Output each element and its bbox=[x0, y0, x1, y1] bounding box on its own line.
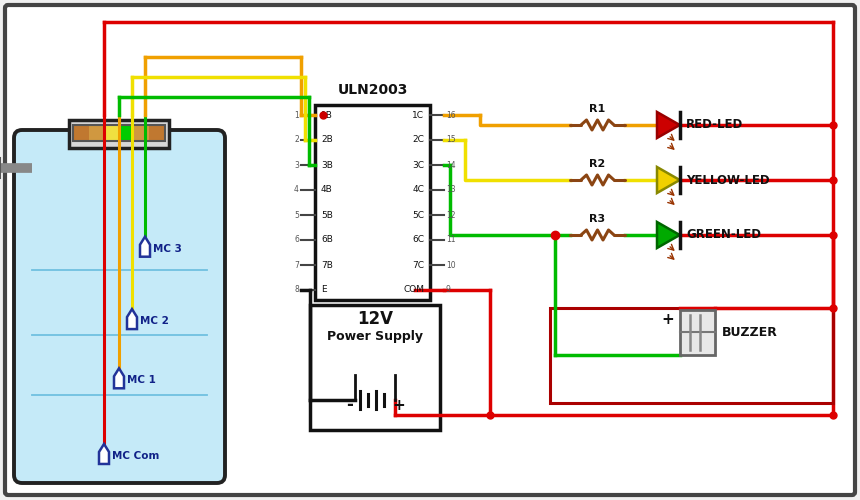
Polygon shape bbox=[140, 236, 150, 256]
Text: 13: 13 bbox=[446, 186, 456, 194]
Text: -: - bbox=[347, 396, 353, 414]
Text: 12V: 12V bbox=[357, 310, 393, 328]
Text: 3B: 3B bbox=[321, 160, 333, 170]
Text: 1: 1 bbox=[294, 110, 299, 120]
Text: 4: 4 bbox=[294, 186, 299, 194]
Text: 1B: 1B bbox=[321, 110, 333, 120]
Bar bbox=[315, 105, 430, 300]
Text: GREEN-LED: GREEN-LED bbox=[686, 228, 761, 241]
Text: 6C: 6C bbox=[412, 236, 424, 244]
Text: RED-LED: RED-LED bbox=[686, 118, 743, 132]
Text: E: E bbox=[321, 286, 327, 294]
Text: 7: 7 bbox=[294, 260, 299, 270]
Text: +: + bbox=[393, 398, 405, 412]
Bar bbox=[74, 126, 90, 140]
Text: 7B: 7B bbox=[321, 260, 333, 270]
Text: 4B: 4B bbox=[321, 186, 333, 194]
Bar bbox=[69, 120, 169, 148]
Bar bbox=[119, 126, 135, 140]
Text: ULN2003: ULN2003 bbox=[337, 83, 408, 97]
Text: 8: 8 bbox=[294, 286, 299, 294]
Bar bbox=[89, 126, 105, 140]
FancyBboxPatch shape bbox=[14, 130, 225, 483]
Polygon shape bbox=[657, 112, 679, 138]
Text: 14: 14 bbox=[446, 160, 456, 170]
Text: 10: 10 bbox=[446, 260, 456, 270]
Polygon shape bbox=[127, 309, 137, 329]
Text: 1C: 1C bbox=[412, 110, 424, 120]
Text: 5: 5 bbox=[294, 210, 299, 220]
Polygon shape bbox=[657, 222, 679, 248]
Text: 2B: 2B bbox=[321, 136, 333, 144]
Text: 9: 9 bbox=[446, 286, 451, 294]
Polygon shape bbox=[99, 444, 109, 464]
Bar bbox=[550, 308, 833, 403]
Polygon shape bbox=[114, 368, 124, 388]
Text: BUZZER: BUZZER bbox=[722, 326, 778, 338]
Text: 5B: 5B bbox=[321, 210, 333, 220]
Text: Power Supply: Power Supply bbox=[327, 330, 423, 343]
Text: 7C: 7C bbox=[412, 260, 424, 270]
Text: MC 2: MC 2 bbox=[140, 316, 169, 326]
Bar bbox=[310, 305, 440, 430]
Text: R2: R2 bbox=[589, 159, 605, 169]
Bar bbox=[73, 125, 165, 141]
Text: 2: 2 bbox=[294, 136, 299, 144]
Text: 6: 6 bbox=[294, 236, 299, 244]
Text: 3: 3 bbox=[294, 160, 299, 170]
Text: 3C: 3C bbox=[412, 160, 424, 170]
Text: 11: 11 bbox=[446, 236, 456, 244]
Text: 6B: 6B bbox=[321, 236, 333, 244]
Text: 5C: 5C bbox=[412, 210, 424, 220]
FancyBboxPatch shape bbox=[5, 5, 855, 495]
Bar bbox=[134, 126, 150, 140]
Text: 12: 12 bbox=[446, 210, 456, 220]
Text: COM: COM bbox=[403, 286, 424, 294]
Text: +: + bbox=[661, 312, 674, 328]
Text: MC 3: MC 3 bbox=[153, 244, 181, 254]
Text: MC 1: MC 1 bbox=[127, 376, 156, 386]
Bar bbox=[680, 310, 715, 355]
Bar bbox=[104, 126, 120, 140]
Text: 16: 16 bbox=[446, 110, 456, 120]
Text: 2C: 2C bbox=[412, 136, 424, 144]
Text: 15: 15 bbox=[446, 136, 456, 144]
Text: R1: R1 bbox=[589, 104, 605, 114]
Text: MC Com: MC Com bbox=[112, 451, 159, 461]
Polygon shape bbox=[657, 167, 679, 193]
Text: 4C: 4C bbox=[412, 186, 424, 194]
Text: R3: R3 bbox=[589, 214, 605, 224]
Text: YELLOW-LED: YELLOW-LED bbox=[686, 174, 770, 186]
Bar bbox=[149, 126, 165, 140]
